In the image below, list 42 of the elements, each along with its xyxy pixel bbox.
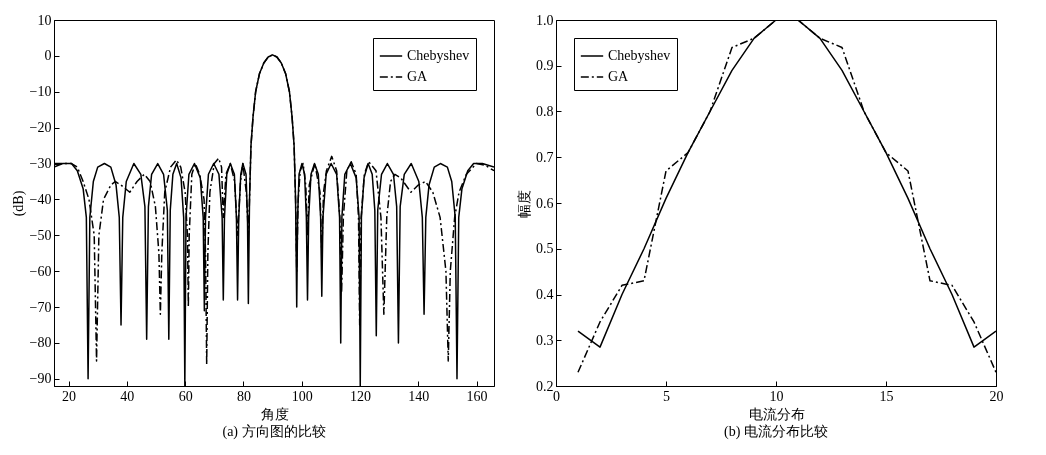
x-tick-label: 120 (349, 388, 371, 404)
y-tick-label: −80 (29, 335, 52, 351)
y-tick-label: 0.7 (536, 149, 554, 165)
y-tick-label: 0.9 (536, 58, 554, 74)
x-tick-label: 80 (236, 388, 251, 404)
y-tick-label: −60 (29, 263, 52, 279)
y-axis-title: 幅度 (517, 189, 532, 218)
y-tick-label: 0.4 (536, 287, 554, 302)
x-tick-label: 140 (408, 388, 430, 404)
text: (a) 方向图的比较 (222, 424, 326, 440)
x-axis-title: 电流分布 (748, 406, 805, 422)
legend-label: Chebyshev (608, 48, 671, 63)
y-tick-label: −50 (29, 227, 52, 243)
x-tick-label: 20 (62, 388, 77, 404)
x-tick-label: 20 (989, 388, 1004, 404)
legend-label: Chebyshev (407, 48, 470, 63)
y-tick-label: −20 (29, 120, 52, 136)
y-tick-label: −30 (29, 156, 52, 172)
y-axis-title: (dB) (10, 190, 27, 217)
y-tick-label: 10 (37, 12, 52, 28)
x-tick-label: 10 (769, 388, 784, 404)
y-tick-label: 0.5 (536, 241, 554, 257)
legend-label: GA (608, 69, 630, 84)
text: (b) 电流分布比较 (724, 424, 828, 440)
y-tick-label: 0 (44, 48, 52, 64)
y-tick-label: −40 (29, 191, 52, 207)
y-tick-label: −10 (29, 84, 52, 100)
y-tick-label: −70 (29, 299, 52, 315)
x-axis-title: 角度 (260, 406, 289, 422)
y-tick-label: −90 (29, 371, 52, 387)
x-tick-label: 40 (120, 388, 135, 404)
y-tick-label: 0.6 (536, 195, 554, 211)
y-tick-label: 0.2 (536, 378, 554, 394)
x-tick-label: 60 (178, 388, 193, 404)
x-tick-label: 5 (663, 388, 670, 404)
legend-label: GA (407, 69, 429, 84)
x-tick-label: 100 (291, 388, 313, 404)
x-tick-label: 15 (879, 388, 894, 404)
y-tick-label: 0.3 (536, 332, 554, 348)
x-tick-label: 160 (466, 388, 488, 404)
y-tick-label: 0.8 (536, 104, 554, 119)
y-tick-label: 1.0 (536, 12, 554, 28)
